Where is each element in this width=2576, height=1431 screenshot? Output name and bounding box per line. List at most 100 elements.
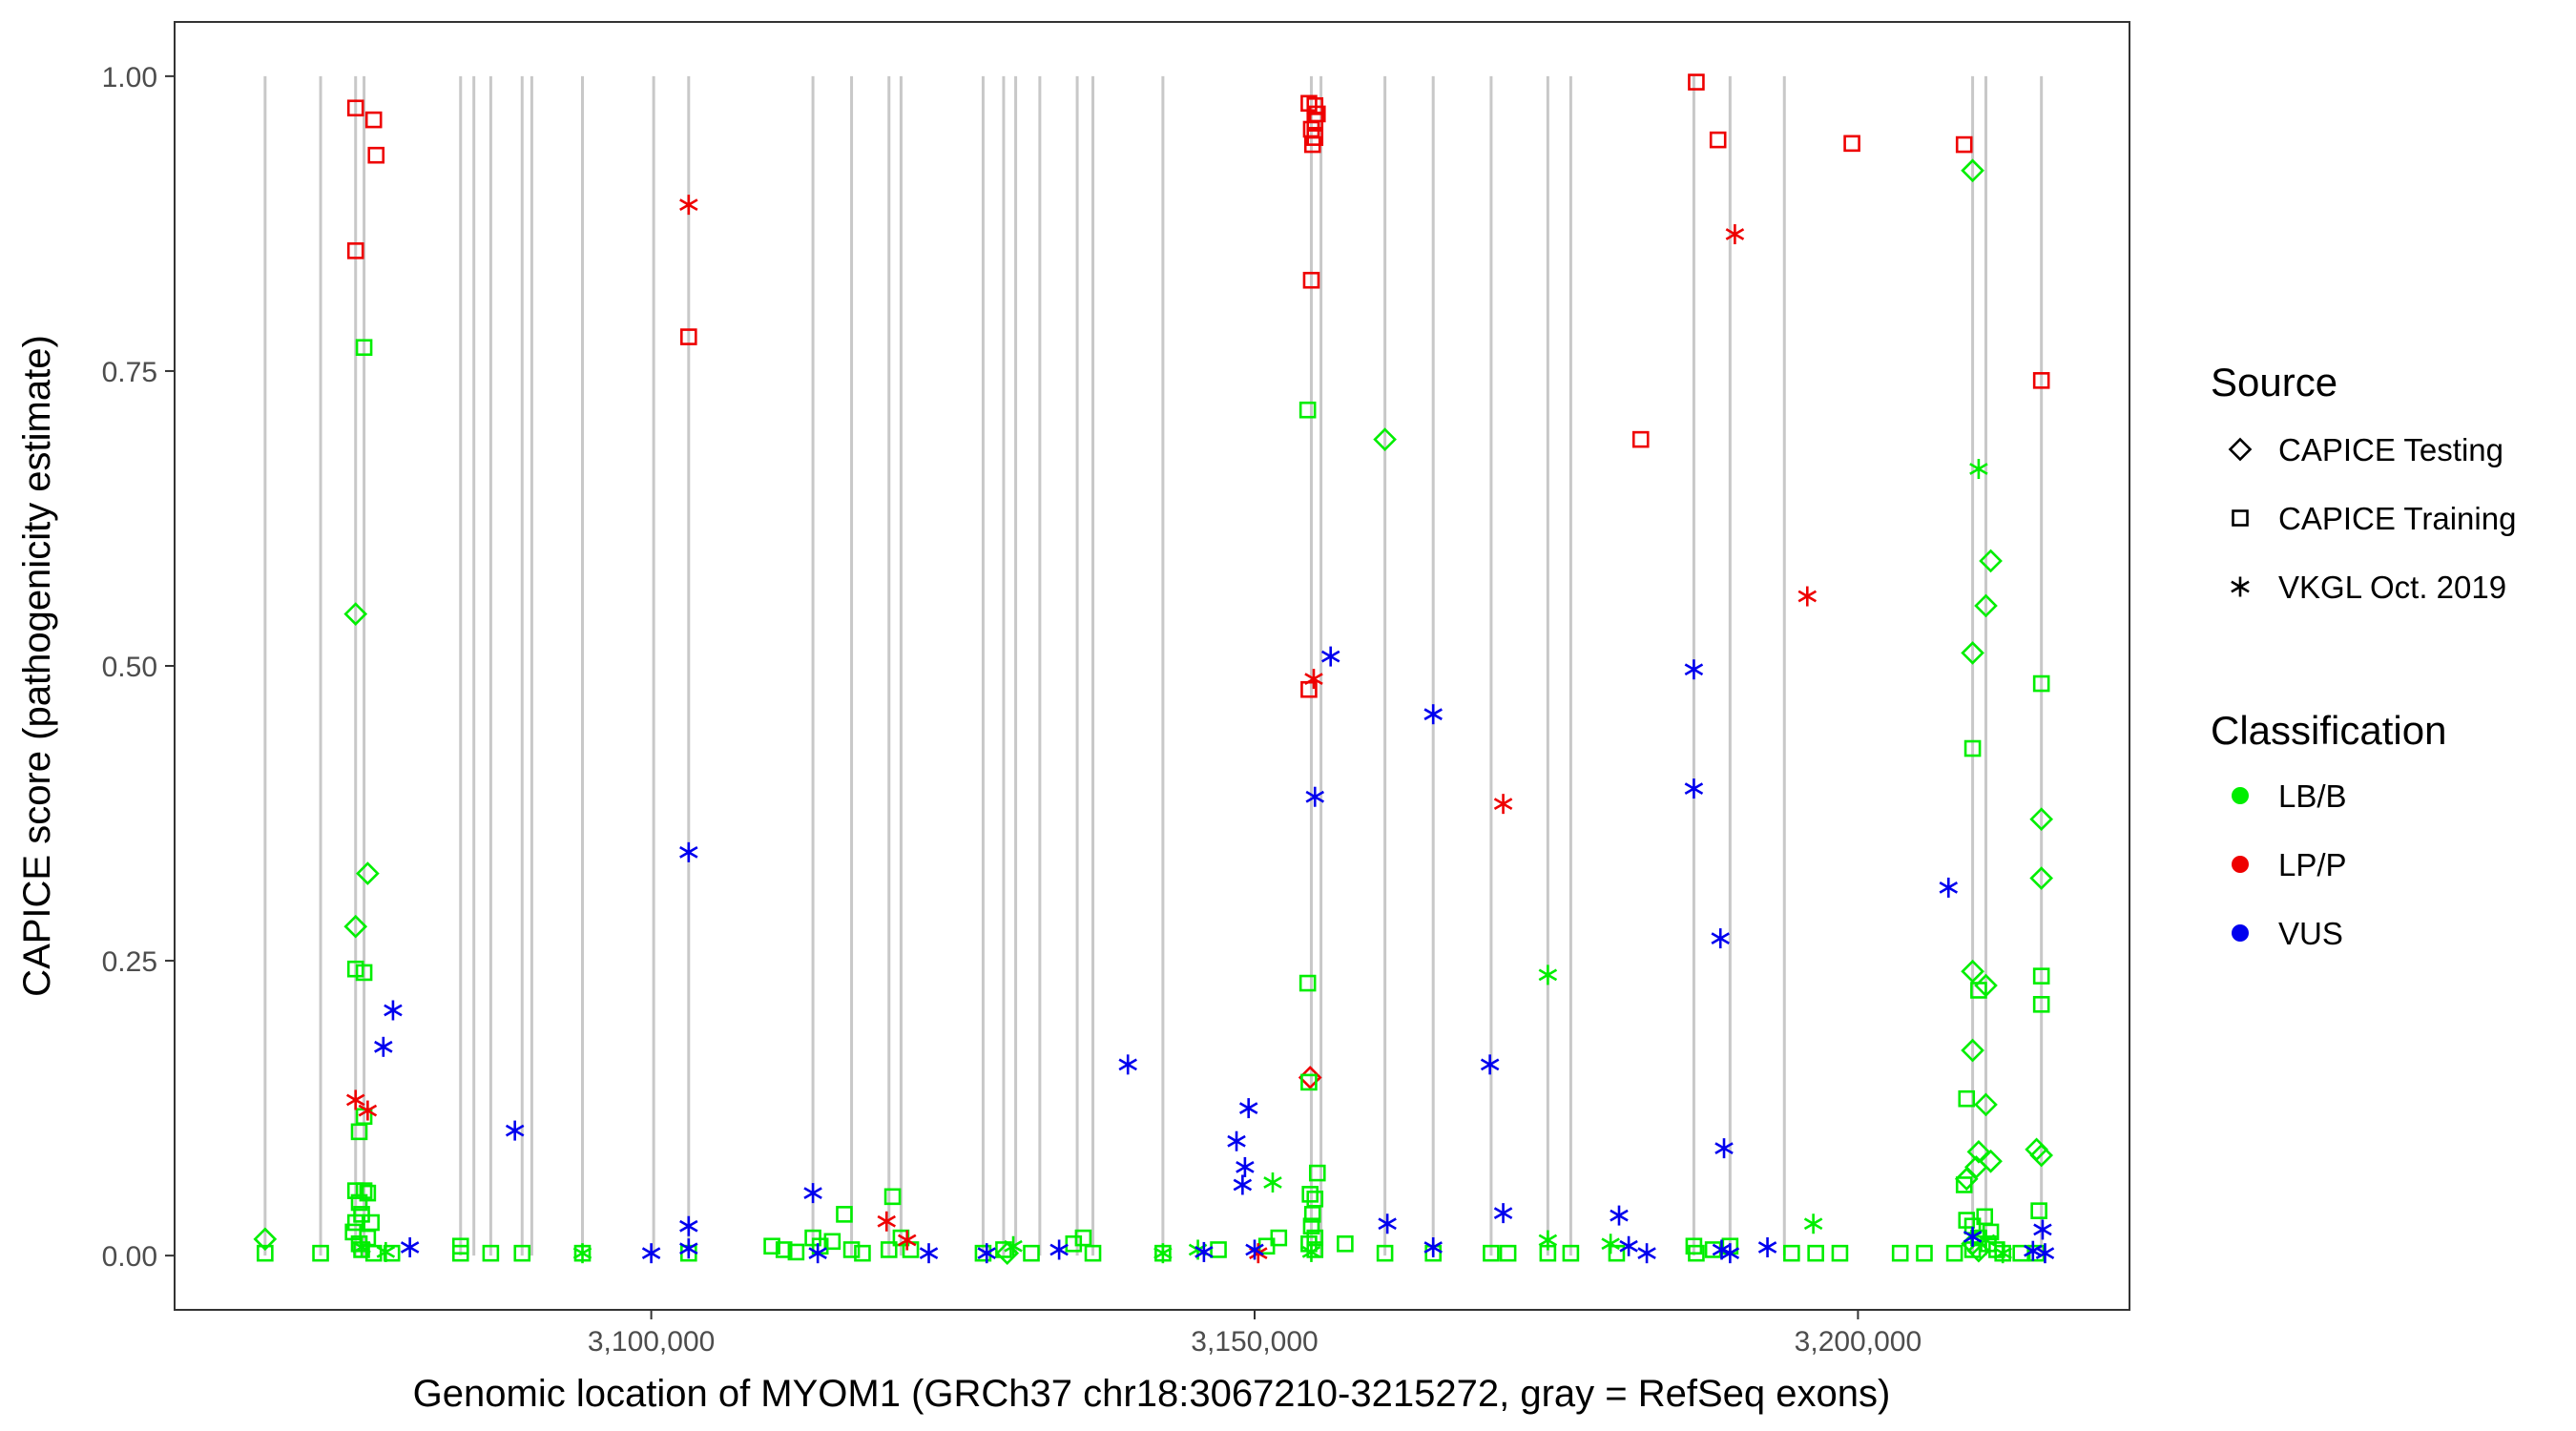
data-point (1714, 1138, 1734, 1159)
data-point (1688, 1244, 1705, 1262)
data-point (1891, 1244, 1909, 1262)
data-point (763, 1237, 780, 1255)
data-point (1263, 1172, 1282, 1192)
data-point (312, 1244, 329, 1262)
data-point (1803, 1213, 1823, 1234)
data-point (1210, 1241, 1227, 1258)
data-point (346, 99, 364, 117)
data-point (1300, 1073, 1318, 1091)
data-point (854, 1244, 871, 1262)
data-point (253, 1227, 278, 1252)
data-point (2032, 372, 2050, 389)
data-point (1684, 659, 1704, 680)
data-point (1831, 1244, 1849, 1262)
data-point (1423, 704, 1443, 725)
legend-key-diamond (2228, 437, 2253, 462)
data-point (977, 1243, 996, 1264)
data-point (346, 242, 364, 259)
data-point (842, 1241, 861, 1258)
data-point (1976, 1230, 1996, 1251)
legend-source-label: CAPICE Testing (2278, 432, 2503, 467)
data-point (1303, 135, 1321, 154)
data-point (2029, 1143, 2054, 1168)
data-point (1783, 1244, 1800, 1262)
data-point (803, 1183, 822, 1204)
data-point (995, 1241, 1012, 1258)
legend-key-color (2232, 856, 2249, 873)
x-tick-label: 3,200,000 (1795, 1326, 1922, 1358)
data-point (359, 1184, 377, 1202)
data-point (1493, 794, 1513, 815)
data-point (919, 1243, 939, 1264)
data-point (374, 1036, 393, 1057)
legend-class-label: LB/B (2278, 778, 2347, 814)
data-point (1480, 1054, 1500, 1075)
data-point (2029, 866, 2054, 890)
data-point (1298, 974, 1317, 992)
data-point (1118, 1054, 1137, 1075)
data-point (1538, 964, 1558, 985)
data-point (1320, 646, 1340, 667)
data-point (1298, 401, 1317, 419)
data-point (355, 964, 373, 982)
data-point (1601, 1234, 1620, 1255)
data-point (2029, 807, 2054, 832)
data-point (346, 960, 364, 978)
data-point (1301, 1186, 1319, 1203)
data-point (346, 1213, 364, 1232)
data-point (1302, 271, 1320, 289)
data-point (1963, 739, 1982, 757)
data-point (1227, 1130, 1246, 1151)
data-point (1797, 586, 1818, 607)
data-point (808, 1243, 827, 1264)
legend-class-label: VUS (2278, 916, 2343, 951)
data-point (1982, 1223, 2000, 1241)
data-point (350, 1123, 368, 1141)
data-point (1373, 427, 1397, 451)
data-point (1233, 1174, 1253, 1195)
data-point (641, 1243, 661, 1264)
data-point (343, 602, 368, 626)
data-point (1538, 1230, 1558, 1251)
data-point (1974, 593, 1998, 618)
data-point (1303, 1206, 1321, 1223)
data-point (1337, 1234, 1354, 1253)
data-point (1308, 1164, 1326, 1182)
data-point (345, 1089, 365, 1110)
data-point (513, 1244, 531, 1262)
data-point (2032, 967, 2050, 985)
data-point (355, 1182, 373, 1199)
data-point (1955, 1176, 1973, 1193)
legend-key-asterisk (2231, 576, 2250, 597)
data-point (787, 1243, 805, 1261)
data-point (1302, 1217, 1320, 1235)
data-point (1023, 1244, 1040, 1262)
x-axis: 3,100,000 3,150,000 3,200,000 (588, 1310, 1922, 1358)
y-tick-label: 1.00 (102, 62, 157, 93)
data-point (877, 1211, 896, 1232)
legend-source-label: CAPICE Training (2278, 501, 2516, 536)
data-point (2035, 1243, 2055, 1264)
data-point (1945, 1244, 1963, 1262)
data-point (2032, 674, 2050, 693)
data-point (367, 146, 385, 164)
data-point (1423, 1236, 1443, 1257)
data-point (1958, 1089, 1976, 1108)
data-point (1499, 1244, 1517, 1262)
data-point (836, 1206, 853, 1223)
legend-key-color (2232, 787, 2249, 804)
data-point (1049, 1239, 1069, 1260)
data-point (2033, 1219, 2052, 1240)
y-axis-title: CAPICE score (pathogenicity estimate) (16, 335, 58, 997)
data-point (1993, 1243, 2012, 1264)
data-point (883, 1188, 902, 1206)
data-point (451, 1244, 469, 1262)
y-tick-label: 0.25 (102, 946, 157, 978)
data-point (1709, 131, 1727, 149)
data-point (1074, 1229, 1092, 1247)
data-point (1974, 1092, 1998, 1117)
legend: Source CAPICE Testing CAPICE Training VKGL… (2211, 360, 2516, 951)
data-point (1720, 1243, 1740, 1264)
data-point (1483, 1244, 1500, 1262)
data-point (364, 1244, 383, 1262)
